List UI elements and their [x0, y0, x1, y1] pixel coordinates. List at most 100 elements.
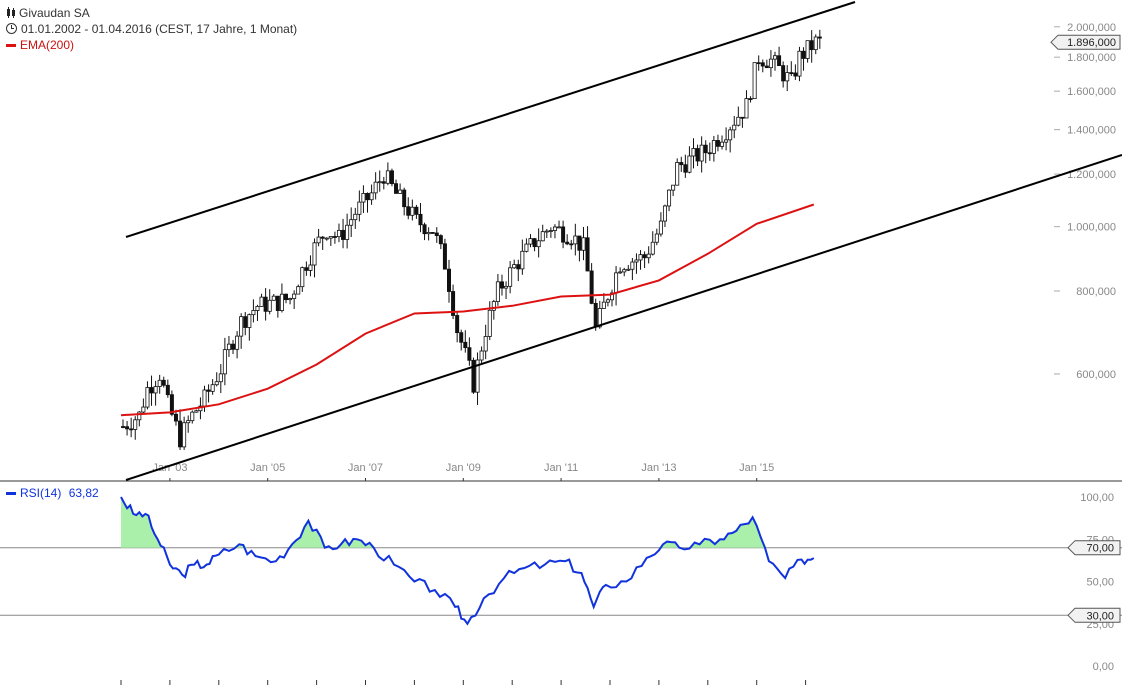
rsi-legend-swatch: [6, 492, 16, 496]
candle-body: [536, 240, 541, 248]
candle-body: [218, 373, 223, 383]
ema-legend-swatch: [6, 44, 16, 48]
candle-body: [524, 243, 529, 252]
candle-body: [202, 389, 207, 407]
x-tick-label: Jan '15: [739, 462, 774, 474]
trend-channel-upper: [125, 1, 856, 238]
candle-body: [601, 301, 606, 309]
candle-body: [605, 299, 610, 303]
candle-body: [512, 264, 517, 269]
candle-body: [622, 269, 627, 273]
candle-body: [703, 144, 708, 154]
rsi-line: [120, 496, 815, 626]
price-candles: [121, 29, 822, 451]
candle-body: [206, 389, 211, 392]
candle-body: [552, 226, 557, 231]
x-tick-label: Jan '05: [250, 462, 285, 474]
candle-body: [414, 206, 419, 215]
candle-body: [442, 243, 447, 270]
candle-body: [178, 420, 183, 448]
candle-body: [793, 72, 798, 77]
candle-body: [394, 183, 399, 194]
candle-body: [169, 394, 174, 415]
candle-body: [210, 384, 215, 392]
candle-body: [328, 236, 333, 239]
x-tick-label: Jan '11: [544, 462, 578, 474]
candle-body: [508, 267, 513, 287]
candle-body: [756, 62, 761, 65]
candle-body: [182, 422, 187, 448]
rsi-tick-label: 100,00: [1080, 492, 1114, 504]
candle-body: [438, 235, 443, 245]
candle-body: [308, 264, 313, 271]
candle-body: [357, 201, 362, 215]
rsi-level-tag-box: [1067, 607, 1121, 623]
candle-body: [165, 384, 170, 396]
rsi-legend-value: 63,82: [68, 486, 99, 500]
candle-body: [422, 224, 427, 235]
rsi-overbought-area: [121, 497, 814, 548]
candle-body: [491, 301, 496, 311]
candle-body: [773, 55, 778, 60]
candle-body: [699, 144, 704, 162]
candle-body: [365, 193, 370, 201]
rsi-tick-label: 0,00: [1093, 661, 1114, 673]
candle-body: [149, 387, 154, 394]
candle-body: [748, 98, 753, 100]
candle-body: [597, 308, 602, 328]
candle-body: [161, 379, 166, 386]
price-tick-label: 1.800,000: [1067, 52, 1116, 64]
candle-body: [720, 141, 725, 147]
candle-body: [263, 296, 268, 312]
candle-body: [516, 264, 521, 270]
candle-body: [133, 419, 138, 430]
candle-body: [145, 387, 150, 408]
candle-body: [406, 206, 411, 216]
candle-body: [463, 341, 468, 349]
ema-line: [120, 203, 815, 417]
ema-legend-label: EMA(200): [20, 38, 75, 52]
candle-body: [764, 65, 769, 69]
candle-body: [479, 350, 484, 361]
x-tick-label: Jan '13: [641, 462, 676, 474]
candle-body: [785, 72, 790, 82]
candle-body: [638, 254, 643, 261]
candle-body: [251, 310, 256, 316]
candle-body: [687, 155, 692, 173]
candle-body: [373, 181, 378, 194]
candle-body: [235, 335, 240, 350]
candle-body: [630, 261, 635, 270]
candle-body: [679, 162, 684, 166]
candle-body: [626, 268, 631, 271]
candle-body: [125, 426, 130, 430]
x-tick-label: Jan '03: [152, 462, 187, 474]
candle-body: [222, 349, 227, 375]
candlestick-icon: [6, 7, 16, 18]
candle-body: [569, 243, 574, 246]
candle-body: [561, 226, 566, 243]
candle-body: [455, 315, 460, 334]
candle-body: [446, 268, 451, 292]
rsi-level-tag-value: 70,00: [1086, 543, 1114, 555]
candle-body: [341, 229, 346, 240]
candle-body: [813, 36, 818, 51]
candle-body: [190, 411, 195, 422]
candle-body: [194, 410, 199, 413]
candle-body: [312, 242, 317, 266]
candle-body: [732, 124, 737, 131]
candle-body: [381, 181, 386, 184]
candle-body: [271, 295, 276, 301]
candle-body: [275, 295, 280, 311]
candle-body: [528, 238, 533, 245]
candle-body: [504, 285, 509, 289]
candle-body: [410, 206, 415, 216]
candle-body: [805, 40, 810, 59]
rsi-legend-label: RSI(14): [20, 486, 62, 500]
candle-body: [683, 164, 688, 173]
candle-body: [418, 213, 423, 226]
candle-body: [157, 379, 162, 387]
candle-body: [283, 293, 288, 301]
candle-body: [614, 272, 619, 294]
candle-body: [259, 296, 264, 307]
chart-title-row: Givaudan SA: [6, 6, 90, 20]
